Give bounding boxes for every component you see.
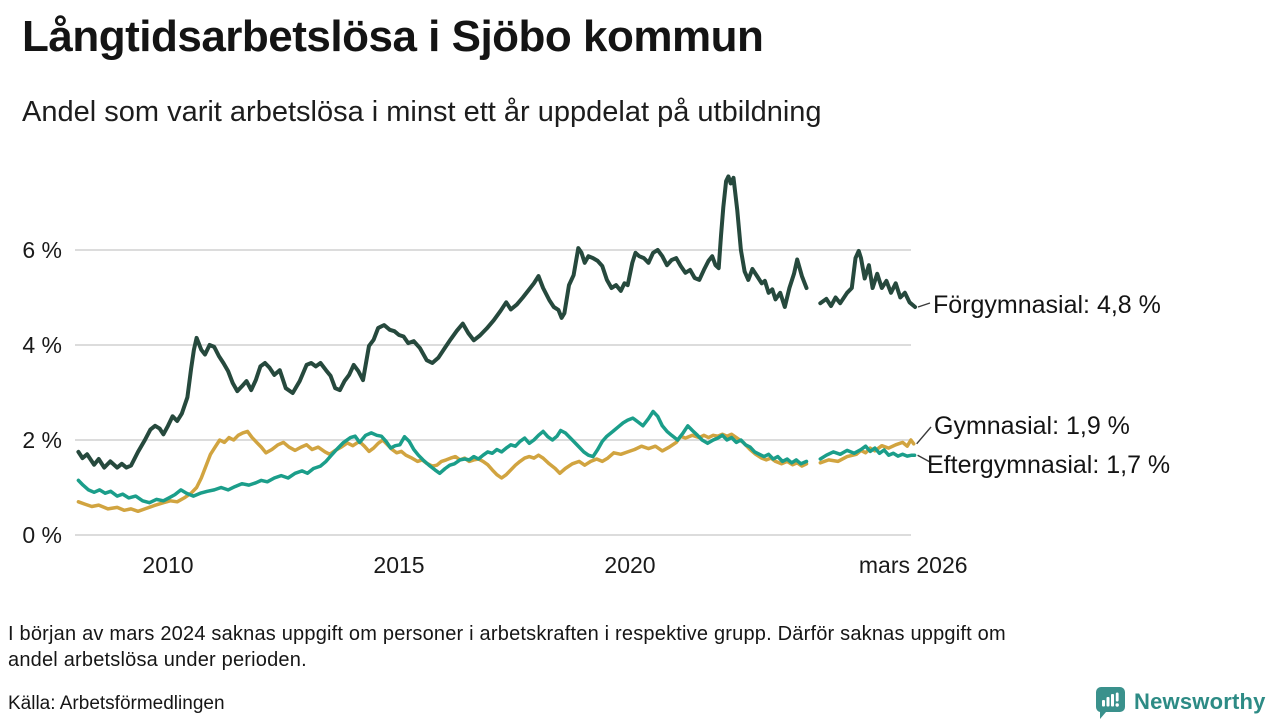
x-axis-tick-label: 2020 xyxy=(604,552,656,578)
series-line-gymnasial xyxy=(76,429,809,514)
line-chart-plot xyxy=(75,174,932,536)
y-axis-tick-label: 4 % xyxy=(22,332,62,358)
x-axis-tick-label: 2015 xyxy=(373,552,425,578)
chart-title: Långtidsarbetslösa i Sjöbo kommun xyxy=(22,12,764,61)
x-axis-tick-label: mars 2026 xyxy=(858,552,968,578)
y-axis-tick-label: 0 % xyxy=(22,522,62,548)
series-end-label-forgymnasial: Förgymnasial: 4,8 % xyxy=(933,291,1161,319)
newsworthy-brand: Newsworthy xyxy=(1094,685,1266,719)
footnote-line-1: I början av mars 2024 saknas uppgift om … xyxy=(8,623,1006,645)
source-attribution: Källa: Arbetsförmedlingen xyxy=(8,693,225,714)
footnote-line-2: andel arbetslösa under perioden. xyxy=(8,649,307,671)
series-line-eftergymnasial xyxy=(76,409,809,505)
chart-subtitle: Andel som varit arbetslösa i minst ett å… xyxy=(22,96,822,128)
y-axis-tick-label: 2 % xyxy=(22,427,62,453)
series-line-förgymnasial xyxy=(818,248,918,309)
series-end-label-eftergymnasial: Eftergymnasial: 1,7 % xyxy=(927,451,1171,479)
x-axis-tick-label: 2010 xyxy=(142,552,194,578)
series-line-eftergymnasial xyxy=(818,444,917,461)
series-end-label-gymnasial: Gymnasial: 1,9 % xyxy=(934,412,1130,440)
label-leader-line xyxy=(917,302,931,308)
newsworthy-brand-text: Newsworthy xyxy=(1134,689,1266,714)
newsworthy-logo-icon xyxy=(1095,687,1125,719)
label-leader-line xyxy=(916,426,932,445)
series-line-förgymnasial xyxy=(76,174,809,470)
y-axis-tick-label: 6 % xyxy=(22,237,62,263)
label-leader-line xyxy=(917,454,931,463)
